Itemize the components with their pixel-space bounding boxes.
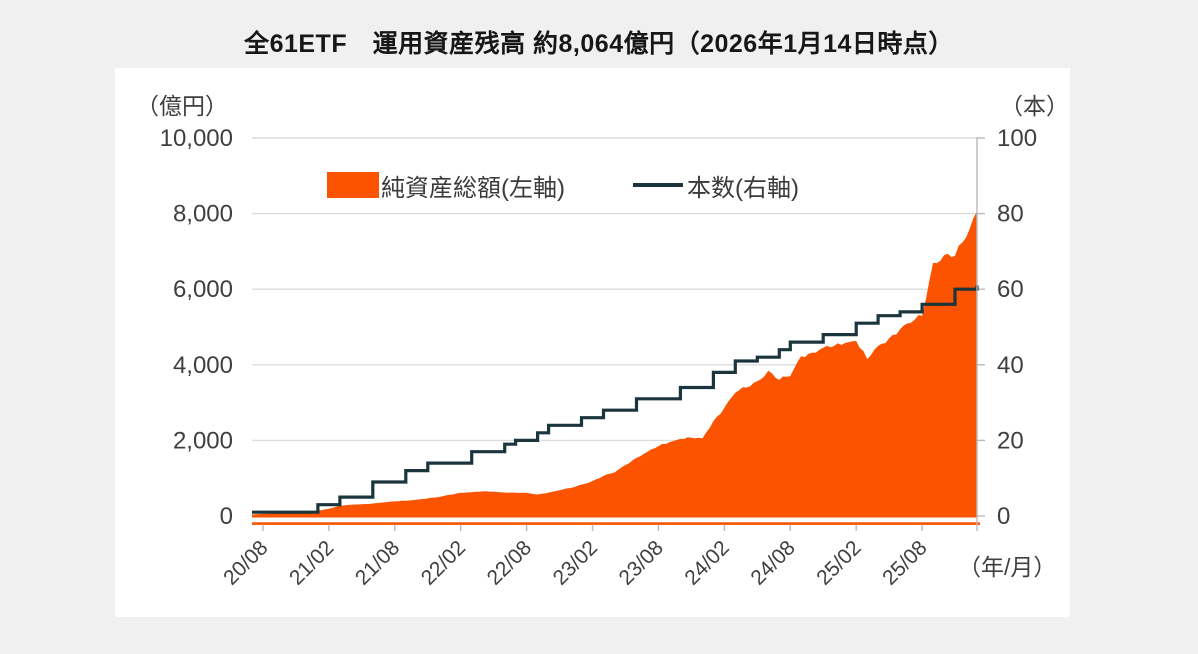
right-axis-tick-label: 100 — [997, 125, 1037, 152]
left-axis-tick-label: 8,000 — [173, 201, 233, 228]
x-axis-tick-label: 22/08 — [483, 536, 536, 589]
count-step-line — [252, 285, 979, 514]
legend: 純資産総額(左軸) 本数(右軸) — [327, 168, 799, 203]
left-axis-tick-label: 0 — [220, 503, 233, 530]
x-axis-tick-label: 24/08 — [746, 536, 799, 589]
x-axis-tick-label: 24/02 — [680, 536, 733, 589]
right-axis-unit-label: （本） — [1000, 93, 1069, 119]
legend-item-fund-count: 本数(右軸) — [632, 168, 799, 203]
x-axis-tick-label: 25/08 — [878, 536, 931, 589]
right-axis-tick-label: 60 — [997, 276, 1024, 303]
left-axis-tick-label: 4,000 — [173, 352, 233, 379]
x-axis-tick-label: 21/08 — [351, 536, 404, 589]
x-axis-tick-label: 22/02 — [417, 536, 470, 589]
right-axis-tick-label: 40 — [997, 352, 1024, 379]
x-axis-line — [252, 522, 980, 525]
left-axis-tick-label: 2,000 — [173, 427, 233, 454]
right-axis-tick-label: 20 — [997, 427, 1024, 454]
legend-area-label: 純資産総額(左軸) — [381, 174, 565, 202]
x-axis-tick-label: 20/08 — [219, 536, 272, 589]
x-axis-tick-label: 23/02 — [549, 536, 602, 589]
line-series-swatch-icon — [632, 183, 683, 187]
area-series-swatch-icon — [327, 172, 379, 198]
left-axis-tick-label: 10,000 — [160, 125, 233, 152]
legend-line-label: 本数(右軸) — [686, 174, 799, 202]
right-axis-tick-label: 0 — [997, 503, 1010, 530]
x-axis-tick-label: 21/02 — [285, 536, 338, 589]
x-axis-tick-label: 23/08 — [615, 536, 668, 589]
chart-title: 全61ETF 運用資産残高 約8,064億円（2026年1月14日時点） — [244, 30, 954, 58]
right-axis-tick-label: 80 — [997, 201, 1024, 228]
legend-item-net-assets: 純資産総額(左軸) — [327, 168, 565, 203]
area-series — [252, 211, 977, 518]
x-axis-unit-label: （年/月） — [958, 554, 1057, 580]
left-axis-tick-label: 6,000 — [173, 276, 233, 303]
left-axis-unit-label: （億円） — [136, 93, 228, 119]
x-axis-tick-label: 25/02 — [812, 536, 865, 589]
